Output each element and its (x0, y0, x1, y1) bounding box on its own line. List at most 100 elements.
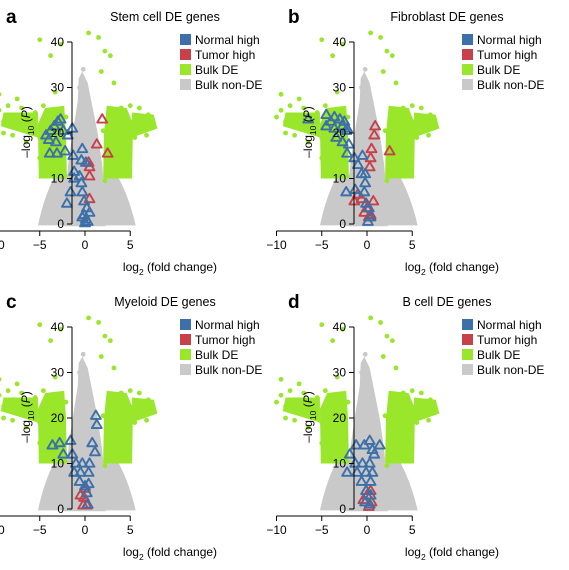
data-point-dot (69, 492, 74, 498)
data-point-dot (114, 401, 120, 407)
data-point-dot (32, 110, 38, 115)
x-axis-label: log2 (fold change) (405, 545, 499, 562)
bulk-de-wing-left (282, 397, 320, 423)
x-tick-label: 5 (127, 523, 134, 537)
data-point-dot (127, 103, 133, 109)
y-tick-label: 30 (333, 81, 347, 95)
data-point-dot (127, 388, 133, 394)
legend-label: Bulk DE (195, 63, 238, 77)
data-point-dot (341, 157, 346, 163)
data-point-triangle (360, 466, 372, 477)
data-point-dot (382, 413, 388, 419)
data-point-dot (124, 426, 130, 432)
data-point-dot (94, 153, 100, 159)
data-point-dot (423, 123, 429, 129)
data-point-dot (150, 406, 156, 412)
data-point-dot (292, 417, 297, 423)
data-point-triangle (367, 195, 380, 206)
legend-label: Bulk non-DE (195, 363, 262, 377)
data-point-dot (322, 388, 328, 394)
series-bulk-de (274, 30, 438, 184)
data-point-dot (1, 415, 6, 421)
x-axis-label: log2 (fold change) (405, 260, 499, 277)
data-point-triangle (363, 434, 376, 445)
data-point-triangle (362, 201, 375, 213)
data-point-triangle (64, 185, 77, 197)
legend-label: Tumor high (477, 48, 537, 62)
data-point-dot (127, 119, 133, 125)
data-point-dot (96, 320, 101, 325)
bulk-de-region-right (385, 390, 415, 464)
data-point-triangle (336, 135, 349, 147)
data-point-dot (332, 454, 338, 460)
data-point-dot (384, 48, 390, 54)
data-point-triangle (83, 206, 96, 217)
legend-swatch (462, 64, 473, 75)
data-point-dot (380, 69, 386, 74)
data-point-dot (409, 388, 415, 394)
axes: 0 10 20 30 40 −10 −5 0 5 (266, 320, 416, 537)
data-point-dot (0, 377, 2, 382)
data-point-dot (414, 114, 420, 120)
y-tick-label: 30 (333, 366, 347, 380)
x-tick-label: −10 (266, 523, 287, 537)
data-point-dot (102, 333, 108, 339)
bulk-de-region-left (37, 390, 67, 464)
data-point-dot (305, 139, 311, 145)
data-point-dot (75, 139, 81, 145)
data-point-triangle (343, 138, 355, 149)
data-point-dot (382, 128, 388, 134)
data-point-dot (319, 440, 325, 446)
data-point-dot (368, 315, 374, 321)
legend-label: Tumor high (195, 333, 255, 347)
data-point-dot (141, 408, 147, 414)
legend-swatch (462, 79, 473, 90)
data-point-dot (345, 399, 351, 405)
y-tick-label: 0 (57, 217, 64, 231)
data-point-dot (387, 169, 393, 175)
panel-letter: a (6, 7, 17, 28)
axes: 0 10 20 30 40 −10 −5 0 5 (0, 35, 134, 252)
data-point-triangle (355, 475, 368, 486)
data-point-dot (396, 440, 402, 446)
data-point-dot (344, 173, 350, 179)
data-point-dot (409, 103, 415, 109)
data-point-dot (389, 338, 395, 344)
x-tick-label: −10 (0, 238, 5, 252)
data-point-dot (105, 169, 111, 175)
data-point-triangle (320, 108, 333, 119)
data-point-dot (107, 53, 113, 59)
data-point-dot (423, 408, 429, 414)
data-point-dot (360, 94, 365, 99)
volcano-panel-c: c Myeloid DE genes 0 10 20 30 40 −10 −5 0 5 log2 (f… (0, 292, 262, 562)
series-bulk-de (274, 315, 438, 469)
legend-label: Bulk non-DE (477, 78, 544, 92)
data-point-dot (63, 399, 69, 405)
data-point-dot (0, 108, 2, 113)
x-tick-label: −10 (0, 523, 5, 537)
data-point-dot (102, 48, 108, 54)
x-tick-label: 0 (82, 523, 89, 537)
data-point-dot (109, 146, 115, 152)
data-point-dot (114, 116, 120, 122)
data-point-triangle (82, 466, 95, 477)
data-point-triangle (349, 457, 362, 468)
y-tick-label: 0 (339, 502, 346, 516)
data-point-triangle (57, 124, 70, 135)
data-point-dot (85, 112, 91, 118)
data-point-triangle (86, 436, 99, 448)
data-point-triangle (364, 151, 377, 163)
data-point-dot (292, 132, 297, 138)
data-point-dot (360, 379, 365, 384)
data-point-triangle (57, 448, 70, 459)
data-point-dot (292, 112, 297, 118)
data-point-triangle (363, 498, 376, 509)
data-point-triangle (320, 120, 333, 131)
data-point-dot (84, 374, 90, 380)
data-point-dot (278, 91, 284, 97)
y-tick-label: 10 (333, 457, 347, 471)
x-tick-label: 0 (364, 523, 371, 537)
legend-swatch (462, 364, 473, 375)
data-point-dot (39, 433, 44, 439)
